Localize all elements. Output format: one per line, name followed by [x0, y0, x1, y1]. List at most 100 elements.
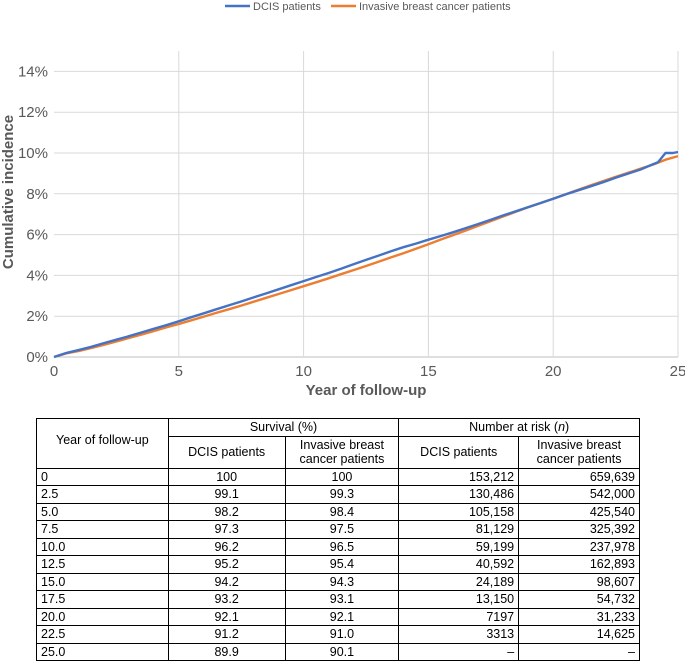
- table-cell: 97.5: [284, 520, 400, 539]
- table-cell: 95.2: [167, 555, 286, 574]
- table-cell: 15.0: [36, 572, 169, 591]
- header-survival-invasive: Invasive breast cancer patients: [284, 435, 400, 469]
- table-cell: 105,158: [398, 502, 520, 521]
- header-risk-dcis: DCIS patients: [398, 435, 520, 469]
- x-tick-labels: 0 5 10 15 20 25: [50, 363, 685, 380]
- table-cell: 237,978: [518, 537, 640, 556]
- table-cell: 59,199: [398, 537, 520, 556]
- table-cell: 10.0: [36, 537, 169, 556]
- table-cell: 17.5: [36, 590, 169, 609]
- survival-risk-table: Year of follow-up Survival (%) Number at…: [36, 418, 640, 661]
- header-year: Year of follow-up: [36, 418, 169, 469]
- x-tick-label: 25: [670, 363, 685, 380]
- table-row: 5.0 98.2 98.4 105,158 425,540: [36, 502, 640, 521]
- table-cell: 81,129: [398, 520, 520, 539]
- table-cell: 99.3: [284, 485, 400, 504]
- x-tick-label: 15: [420, 363, 437, 380]
- table-cell: 100: [167, 467, 286, 486]
- y-tick-label: 4%: [26, 267, 48, 284]
- table-cell: 3313: [398, 625, 520, 644]
- table-cell: 130,486: [398, 485, 520, 504]
- table-cell: 31,233: [518, 607, 640, 626]
- table-cell: 97.3: [167, 520, 286, 539]
- table-cell: 93.1: [284, 590, 400, 609]
- y-tick-label: 10%: [18, 145, 48, 162]
- table-row: 22.5 91.2 91.0 3313 14,625: [36, 625, 640, 644]
- table-cell: 5.0: [36, 502, 169, 521]
- y-tick-label: 6%: [26, 227, 48, 244]
- table-cell: 54,732: [518, 590, 640, 609]
- table-row: 20.0 92.1 92.1 7197 31,233: [36, 607, 640, 626]
- table-cell: 96.5: [284, 537, 400, 556]
- table-cell: 25.0: [36, 642, 169, 661]
- table-row: 25.0 89.9 90.1– –: [36, 642, 640, 661]
- table-cell: 0: [36, 467, 169, 486]
- x-axis-title: Year of follow-up: [306, 382, 427, 399]
- y-tick-label: 0%: [26, 349, 48, 366]
- table-cell: 13,150: [398, 590, 520, 609]
- table-cell: 2.5: [36, 485, 169, 504]
- table-cell: 98,607: [518, 572, 640, 591]
- table-cell: 542,000: [518, 485, 640, 504]
- header-risk-invasive: Invasive breast cancer patients: [518, 435, 640, 469]
- invasive-series-line: [53, 154, 679, 359]
- table-cell: 153,212: [398, 467, 520, 486]
- table-cell: 100: [284, 467, 400, 486]
- table-cell: 325,392: [518, 520, 640, 539]
- table-cell: 20.0: [36, 607, 169, 626]
- table-cell: 92.1: [284, 607, 400, 626]
- y-tick-label: 12%: [18, 104, 48, 121]
- header-survival-dcis: DCIS patients: [167, 435, 286, 469]
- legend-label: DCIS patients: [253, 1, 321, 13]
- x-tick-label: 0: [50, 363, 58, 380]
- table-row: 10.0 96.2 96.5 59,199 237,978: [36, 537, 640, 556]
- header-year-label: Year of follow-up: [56, 433, 149, 447]
- incidence-chart: 0% 2% 4% 6% 8% 10% 12% 14% 0 5 10 15 20 25 DCIS pati…: [0, 1, 685, 399]
- table-cell: 162,893: [518, 555, 640, 574]
- table-cell: 14,625: [518, 625, 640, 644]
- x-tick-label: 5: [175, 363, 183, 380]
- table-cell: 98.2: [167, 502, 286, 521]
- table-cell: 24,189: [398, 572, 520, 591]
- table-cell: 425,540: [518, 502, 640, 521]
- table-cell: 96.2: [167, 537, 286, 556]
- table-cell: 7.5: [36, 520, 169, 539]
- table-cell: 91.2: [167, 625, 286, 644]
- table-cell: 89.9: [167, 642, 286, 661]
- y-tick-label: 2%: [26, 308, 48, 325]
- table-row: 7.5 97.3 97.5 81,129 325,392: [36, 520, 640, 539]
- header-risk-n: n: [558, 420, 566, 434]
- table-cell: 92.1: [167, 607, 286, 626]
- table-cell: 93.2: [167, 590, 286, 609]
- table-cell: 91.0: [284, 625, 400, 644]
- table-row: 0 100 100 153,212 659,639: [36, 467, 640, 486]
- series-lines: [53, 150, 679, 359]
- y-tick-labels: 0% 2% 4% 6% 8% 10% 12% 14%: [18, 63, 48, 366]
- table-row: 2.5 99.1 99.3 130,486 542,000: [36, 485, 640, 504]
- chart-grid: [54, 51, 679, 358]
- legend-label: Invasive breast cancer patients: [359, 1, 511, 13]
- table-cell: –: [518, 642, 640, 661]
- table-cell: –: [398, 642, 520, 661]
- header-risk-suffix: ): [565, 420, 570, 434]
- table-cell: 40,592: [398, 555, 520, 574]
- table-cell: 99.1: [167, 485, 286, 504]
- header-risk-prefix: Number at risk (: [469, 420, 559, 434]
- table-cell: 90.1: [284, 642, 400, 661]
- table-cell: 94.2: [167, 572, 286, 591]
- header-risk: Number at risk (n): [398, 418, 640, 437]
- table-cell: 7197: [398, 607, 520, 626]
- table-cell: 12.5: [36, 555, 169, 574]
- table-cell: 659,639: [518, 467, 640, 486]
- table-cell: 98.4: [284, 502, 400, 521]
- legend: DCIS patients Invasive breast cancer pati…: [225, 1, 511, 13]
- x-tick-label: 10: [295, 363, 312, 380]
- table-cell: 94.3: [284, 572, 400, 591]
- table-body: 0 100 100 153,212 659,639 2.5 99.1 99.3 130,486 5…: [36, 467, 640, 661]
- table-row: 12.5 95.2 95.4 40,592 162,893: [36, 555, 640, 574]
- x-tick-label: 20: [545, 363, 562, 380]
- table-row: 15.0 94.2 94.3 24,189 98,607: [36, 572, 640, 591]
- table-cell: 95.4: [284, 555, 400, 574]
- dcis-series-line: [53, 150, 679, 359]
- header-survival: Survival (%): [167, 418, 400, 437]
